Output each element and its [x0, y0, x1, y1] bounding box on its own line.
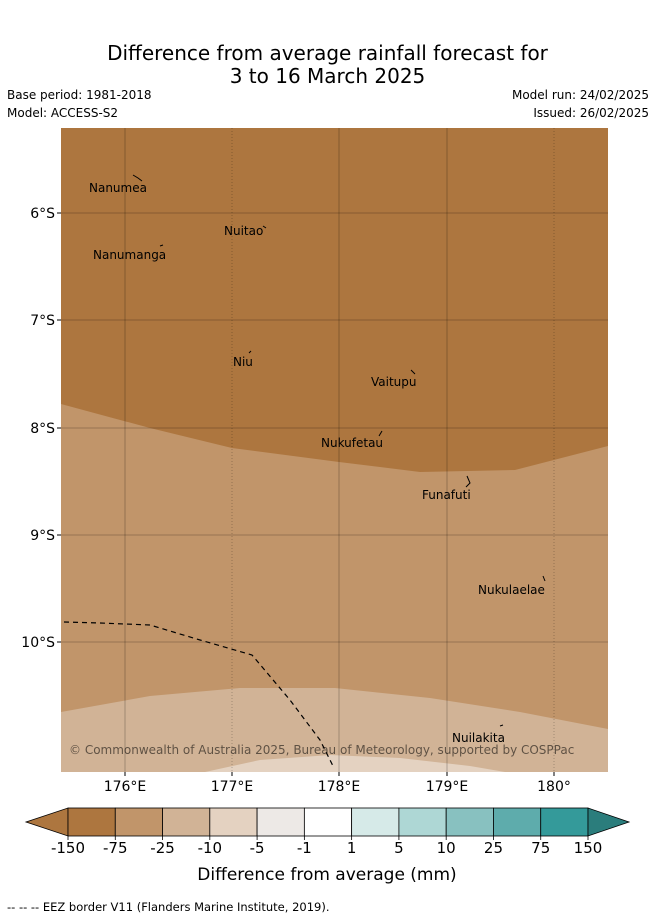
model-name: Model: ACCESS-S2: [7, 106, 119, 120]
legend-tick-label: -5: [250, 839, 265, 857]
place-label-nuilakita: Nuilakita: [452, 731, 505, 745]
map-gridlines: [61, 128, 608, 772]
island-nuilakita: [499, 724, 504, 727]
legend-tick-label: -150: [51, 839, 85, 857]
rainfall-map: Nanumea Nuitao Nanumanga Niu Vaitupu Nuk…: [21, 128, 631, 885]
colour-legend: -150 -75 -25 -10 -5 -1 1 5 10 25 75 150: [24, 807, 631, 857]
base-period: Base period: 1981-2018: [7, 88, 152, 102]
place-label-nanumea: Nanumea: [89, 181, 147, 195]
map-zone-near-average: [205, 755, 505, 772]
legend-swatch: [303, 807, 353, 837]
place-label-nuitao: Nuitao: [224, 224, 263, 238]
legend-swatch: [162, 807, 211, 837]
legend-swatch: [209, 807, 258, 837]
island-nanumea: [132, 174, 143, 182]
legend-swatch: [351, 807, 400, 837]
legend-extend-low: [24, 807, 69, 837]
legend-tick-label: -1: [297, 839, 312, 857]
lat-tick-label: 9°S: [30, 528, 55, 544]
island-funafuti: [465, 475, 471, 488]
place-label-niu: Niu: [233, 355, 253, 369]
eez-footnote: -- -- -- EEZ border V11 (Flanders Marine…: [7, 900, 330, 914]
island-niu: [248, 350, 252, 354]
eez-border: [63, 621, 334, 767]
lon-tick-label: 178°E: [318, 779, 361, 795]
legend-tick-label: -25: [150, 839, 175, 857]
place-label-nukufetau: Nukufetau: [321, 436, 383, 450]
legend-title: Difference from average (mm): [197, 865, 456, 885]
island-outlines: [132, 174, 546, 727]
lon-tick-label: 177°E: [211, 779, 254, 795]
latitude-ticks: 6°S 7°S 8°S 9°S 10°S: [21, 206, 61, 651]
island-nuitao: [262, 225, 267, 229]
place-label-nanumanga: Nanumanga: [93, 248, 166, 262]
lon-tick-label: 179°E: [426, 779, 469, 795]
legend-swatch: [493, 807, 542, 837]
island-vaitupu: [410, 369, 416, 375]
lat-tick-label: 8°S: [30, 421, 55, 437]
title-line-2: 3 to 16 March 2025: [229, 64, 426, 88]
place-label-vaitupu: Vaitupu: [371, 375, 417, 389]
copyright-notice: © Commonwealth of Australia 2025, Bureau…: [69, 743, 574, 757]
legend-tick-label: 75: [531, 839, 550, 857]
legend-extend-high: [587, 807, 631, 837]
legend-swatch: [256, 807, 305, 837]
lat-tick-label: 7°S: [30, 313, 55, 329]
legend-tick-label: -75: [103, 839, 128, 857]
title-line-1: Difference from average rainfall forecas…: [107, 41, 548, 65]
place-label-funafuti: Funafuti: [422, 488, 471, 502]
lat-tick-label: 6°S: [30, 206, 55, 222]
place-labels: Nanumea Nuitao Nanumanga Niu Vaitupu Nuk…: [89, 181, 545, 745]
model-run: Model run: 24/02/2025: [511, 88, 649, 102]
legend-tick-label: -10: [198, 839, 223, 857]
legend-swatch: [114, 807, 163, 837]
island-nukufetau: [378, 430, 383, 437]
legend-swatch: [67, 807, 116, 837]
longitude-ticks: 176°E 177°E 178°E 179°E 180°: [104, 772, 571, 795]
map-zone-slightly-dry: [61, 688, 608, 772]
legend-tick-label: 150: [574, 839, 603, 857]
legend-swatch: [540, 807, 589, 837]
island-nukulaelae: [542, 575, 546, 582]
legend-tick-label: 1: [347, 839, 357, 857]
legend-swatch: [445, 807, 494, 837]
place-label-nukulaelae: Nukulaelae: [478, 583, 545, 597]
legend-tick-label: 5: [394, 839, 404, 857]
lat-tick-label: 10°S: [21, 635, 55, 651]
map-zone-dry: [61, 404, 608, 772]
island-nanumanga: [159, 244, 164, 247]
lon-tick-label: 176°E: [104, 779, 147, 795]
legend-swatch: [398, 807, 447, 837]
legend-tick-label: 25: [484, 839, 503, 857]
issued-date: Issued: 26/02/2025: [533, 106, 649, 120]
legend-tick-label: 10: [437, 839, 456, 857]
lon-tick-label: 180°: [537, 779, 571, 795]
